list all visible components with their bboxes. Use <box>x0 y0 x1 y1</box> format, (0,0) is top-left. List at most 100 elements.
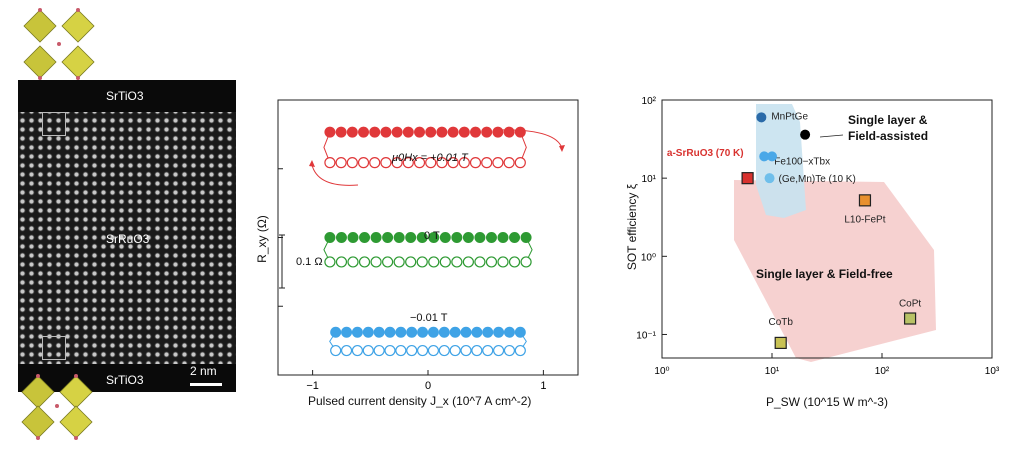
data-point-low <box>427 344 440 357</box>
data-point-low <box>416 256 428 268</box>
data-point-low <box>438 344 450 357</box>
sot-efficiency-panel: 10⁰ 10¹ 10² 10³ 10⁻¹ 10⁰ 10¹ 10² MnPtGe Fe100−xT… <box>616 90 1021 415</box>
data-point-high <box>369 126 381 138</box>
data-point-high <box>460 326 472 338</box>
data-point-low <box>471 344 483 357</box>
tem-label-bottom: SrTiO3 <box>106 373 144 387</box>
data-point-high <box>382 232 394 243</box>
data-point-high <box>482 326 494 338</box>
data-point-high <box>447 126 459 138</box>
data-point-high <box>492 126 504 138</box>
data-point-high <box>493 326 505 338</box>
scatter-marks: MnPtGe Fe100−xTbx (Ge,Mn)Te (10 K) a-SrRuO3… <box>667 111 921 350</box>
data-point-high <box>362 326 374 338</box>
y-tick-label: 10¹ <box>642 174 657 185</box>
data-point-high <box>373 326 385 338</box>
data-point-high <box>335 232 347 243</box>
data-label: MnPtGe <box>771 111 808 122</box>
data-point <box>741 172 754 185</box>
tem-label-top: SrTiO3 <box>106 89 144 103</box>
crystal-structure-bottom <box>21 374 93 440</box>
data-point-low <box>347 256 359 268</box>
data-point-low <box>362 344 374 357</box>
data-point-low <box>439 256 451 268</box>
data-point-high <box>449 326 461 338</box>
data-point-low <box>382 256 394 268</box>
x-tick-label: 10⁰ <box>654 366 669 377</box>
data-point-high <box>514 126 526 138</box>
data-point-low <box>416 344 429 357</box>
switching-loops-panel: −1 0 1 0.1 Ω μ0Hx = +0.01 T 0 T −0.01 T Pu… <box>255 90 600 415</box>
data-label: L10-FePt <box>844 214 885 225</box>
scale-label: 0.1 Ω <box>296 256 323 268</box>
crystal-structure-top <box>23 8 95 80</box>
data-point-low <box>384 344 396 357</box>
data-point-high <box>416 232 428 243</box>
axis-ticks: 10⁰ 10¹ 10² 10³ 10⁻¹ 10⁰ 10¹ 10² <box>636 96 1000 377</box>
data-point-low <box>520 256 532 268</box>
data-point-high <box>451 232 463 243</box>
data-label: CoPt <box>899 299 921 310</box>
data-point-high <box>481 126 493 138</box>
data-label: a-SrRuO3 (70 K) <box>667 148 744 159</box>
data-point <box>903 312 917 325</box>
data-point-low <box>405 256 417 268</box>
tem-label-middle: SrRuO3 <box>106 232 150 246</box>
data-point-high <box>427 326 439 338</box>
data-point-low <box>482 344 494 357</box>
plot-frame <box>661 99 993 359</box>
data-point <box>767 151 777 162</box>
data-point-high <box>520 232 532 243</box>
data-point-low <box>369 157 381 169</box>
data-point-high <box>414 126 426 138</box>
data-point-high <box>458 126 470 138</box>
data-point-high <box>393 232 405 243</box>
x-axis-label: Pulsed current density J_x (10^7 A cm^-2… <box>308 394 532 408</box>
data-point-low <box>508 256 521 268</box>
data-point-low <box>324 157 336 169</box>
region-label-field-assisted: Single layer & Field-assisted <box>848 113 929 143</box>
data-point-high <box>405 232 417 243</box>
data-point-high <box>503 326 515 338</box>
data-point-low <box>447 157 459 169</box>
data-point-low <box>391 157 403 169</box>
tem-panel: SrTiO3 SrRuO3 SrTiO3 2 nm <box>18 0 236 440</box>
data-point-high <box>380 126 392 138</box>
data-point-low <box>481 157 493 169</box>
data-point-high <box>474 232 486 243</box>
data-point-low <box>428 256 440 268</box>
data-point-low <box>340 344 353 357</box>
data-point-high <box>428 232 440 243</box>
data-point-high <box>406 326 418 338</box>
data-point-low <box>449 344 461 357</box>
data-point-low <box>462 256 474 268</box>
data-point-high <box>346 126 358 138</box>
loop-label-zero: 0 T <box>424 230 440 242</box>
data-point-high <box>384 326 396 338</box>
data-point <box>759 151 770 162</box>
data-point-low <box>460 344 472 357</box>
x-tick-label: 0 <box>425 380 431 392</box>
data-point-high <box>497 232 509 243</box>
data-point-high <box>471 326 483 338</box>
data-point-low <box>357 157 370 169</box>
x-tick-label: −1 <box>306 380 319 392</box>
data-point-high <box>470 126 482 138</box>
x-tick-label: 10² <box>875 366 890 377</box>
data-point-high <box>514 326 526 338</box>
loop-label-negative: −0.01 T <box>410 312 448 324</box>
data-point-low <box>474 256 486 268</box>
x-tick-label: 1 <box>540 380 546 392</box>
data-label: CoTb <box>768 317 793 328</box>
data-label: (Ge,Mn)Te (10 K) <box>779 174 856 185</box>
data-point-low <box>436 157 448 169</box>
data-point-high <box>436 126 448 138</box>
data-point-high <box>417 326 429 338</box>
y-axis-label: SOT efficiency ξ <box>625 183 639 271</box>
data-point-low <box>492 344 505 357</box>
data-point-low <box>370 256 382 268</box>
data-point-low <box>358 256 371 268</box>
x-tick-label: 10³ <box>985 366 1000 377</box>
data-point-high <box>351 326 363 338</box>
loop-label-positive: μ0Hx = +0.01 T <box>392 152 468 164</box>
